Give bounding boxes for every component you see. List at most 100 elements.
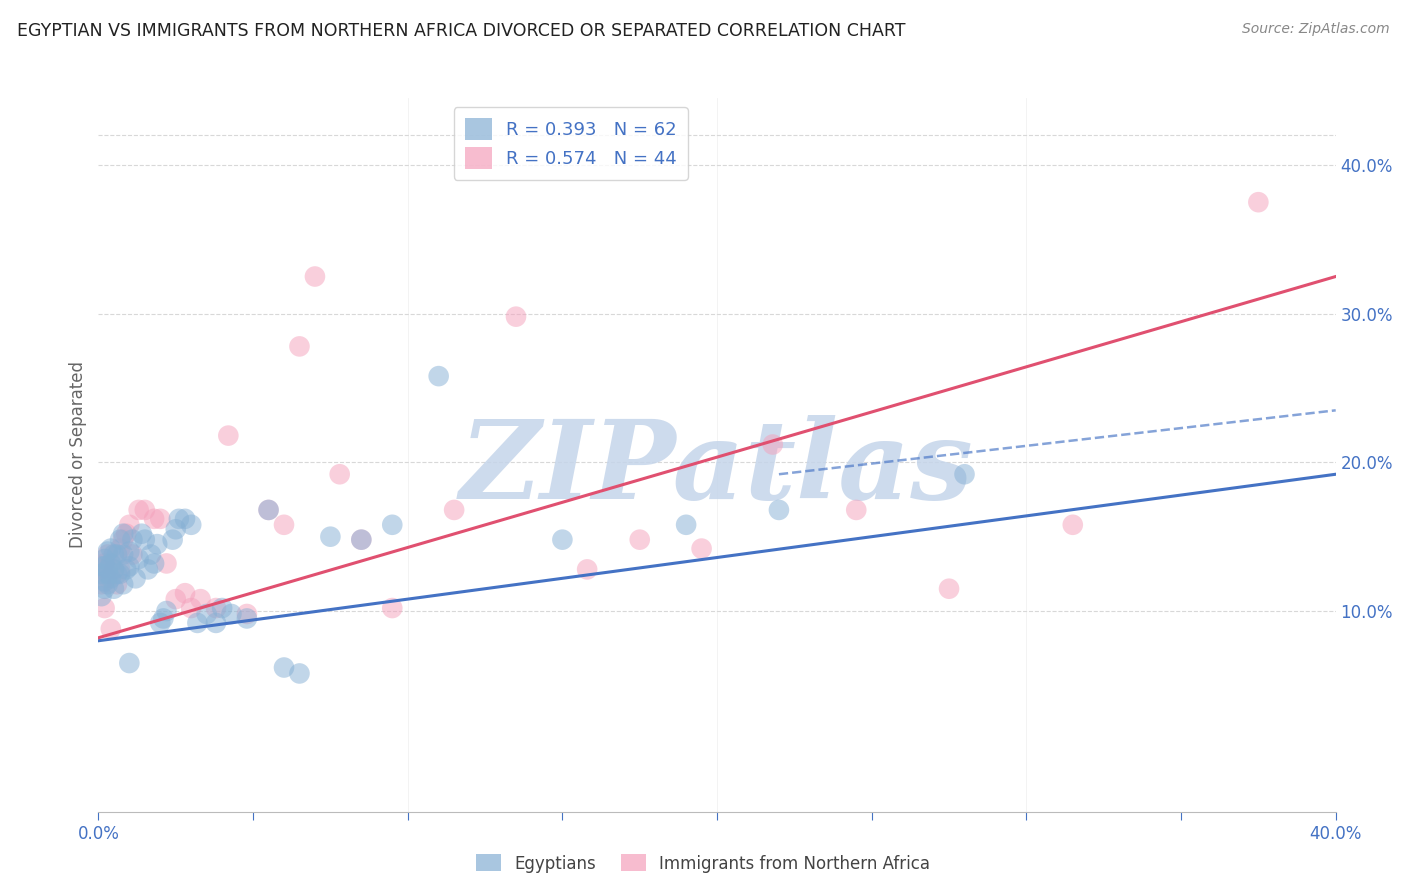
Point <box>93 557 115 571</box>
Point <box>675 517 697 532</box>
Point <box>115 562 138 576</box>
Point <box>174 512 197 526</box>
Point <box>143 512 166 526</box>
Point <box>112 526 135 541</box>
Point <box>690 541 713 556</box>
Point <box>93 601 115 615</box>
Point <box>103 582 125 596</box>
Point <box>257 503 280 517</box>
Point <box>427 369 450 384</box>
Point <box>167 512 190 526</box>
Point <box>100 571 122 585</box>
Point <box>329 467 352 482</box>
Point <box>103 548 125 562</box>
Point <box>105 577 128 591</box>
Point <box>576 562 599 576</box>
Point <box>90 562 112 576</box>
Point <box>180 517 202 532</box>
Text: EGYPTIAN VS IMMIGRANTS FROM NORTHERN AFRICA DIVORCED OR SEPARATED CORRELATION CH: EGYPTIAN VS IMMIGRANTS FROM NORTHERN AFR… <box>17 22 905 40</box>
Point <box>350 533 373 547</box>
Point <box>93 559 115 574</box>
Point <box>505 310 527 324</box>
Point <box>845 503 868 517</box>
Point <box>108 541 131 556</box>
Point <box>136 562 159 576</box>
Point <box>97 562 120 576</box>
Point <box>273 660 295 674</box>
Point <box>103 562 125 576</box>
Text: Source: ZipAtlas.com: Source: ZipAtlas.com <box>1241 22 1389 37</box>
Point <box>221 607 243 621</box>
Point <box>149 615 172 630</box>
Point <box>155 604 177 618</box>
Point <box>131 526 153 541</box>
Point <box>350 533 373 547</box>
Point <box>105 548 128 562</box>
Point <box>304 269 326 284</box>
Point <box>112 548 135 562</box>
Point <box>288 339 311 353</box>
Point <box>90 566 112 581</box>
Point <box>121 548 143 562</box>
Point <box>768 503 790 517</box>
Point <box>628 533 651 547</box>
Point <box>443 503 465 517</box>
Point <box>90 559 112 574</box>
Point <box>165 522 187 536</box>
Point <box>100 622 122 636</box>
Point <box>128 503 150 517</box>
Point <box>118 559 141 574</box>
Point <box>118 517 141 532</box>
Point <box>1247 195 1270 210</box>
Point <box>953 467 976 482</box>
Point <box>134 533 156 547</box>
Legend: Egyptians, Immigrants from Northern Africa: Egyptians, Immigrants from Northern Afri… <box>470 847 936 880</box>
Point <box>112 533 135 547</box>
Point <box>190 592 212 607</box>
Point <box>108 533 131 547</box>
Point <box>236 607 259 621</box>
Point <box>93 574 115 589</box>
Point <box>152 611 174 625</box>
Point <box>118 544 141 558</box>
Point <box>762 437 785 451</box>
Point <box>93 582 115 596</box>
Point <box>211 601 233 615</box>
Point <box>124 571 146 585</box>
Point <box>381 517 404 532</box>
Text: ZIPatlas: ZIPatlas <box>460 416 974 523</box>
Point <box>103 562 125 576</box>
Point <box>90 589 112 603</box>
Point <box>551 533 574 547</box>
Point <box>149 512 172 526</box>
Point <box>319 530 342 544</box>
Point <box>273 517 295 532</box>
Point <box>112 577 135 591</box>
Point <box>195 607 218 621</box>
Point <box>97 577 120 591</box>
Point <box>93 552 115 566</box>
Point <box>115 526 138 541</box>
Point <box>108 562 131 576</box>
Point <box>97 548 120 562</box>
Point <box>162 533 184 547</box>
Point <box>165 592 187 607</box>
Legend: R = 0.393   N = 62, R = 0.574   N = 44: R = 0.393 N = 62, R = 0.574 N = 44 <box>454 107 688 180</box>
Point <box>146 537 169 551</box>
Point <box>143 557 166 571</box>
Point <box>155 557 177 571</box>
Point <box>97 571 120 585</box>
Point <box>186 615 208 630</box>
Point <box>257 503 280 517</box>
Point <box>174 586 197 600</box>
Point <box>217 428 239 442</box>
Point <box>105 566 128 581</box>
Point <box>128 552 150 566</box>
Point <box>938 582 960 596</box>
Point <box>97 544 120 558</box>
Point <box>205 601 228 615</box>
Point <box>1062 517 1084 532</box>
Point <box>118 656 141 670</box>
Point <box>139 548 162 562</box>
Point <box>97 566 120 581</box>
